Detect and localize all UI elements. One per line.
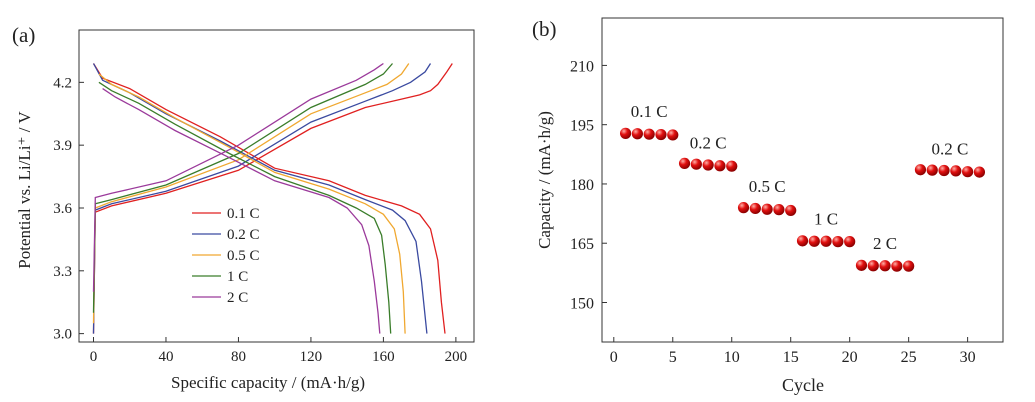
legend-label: 0.2 C [227, 227, 260, 243]
y-tick-label: 165 [570, 236, 594, 253]
x-tick-label: 5 [669, 349, 677, 366]
x-tick-label: 40 [158, 349, 173, 365]
panel-b-points [619, 127, 986, 272]
panel-a-axes [78, 29, 475, 343]
data-point [867, 260, 879, 272]
data-point [950, 165, 962, 177]
data-point [926, 164, 938, 176]
x-tick-label: 160 [372, 349, 395, 365]
panel-b-annotations: 0.1 C 0.2 C 0.5 C 1 C 2 C 0.2 C [631, 102, 969, 253]
legend-label: 1 C [227, 269, 248, 285]
panel-a-series [92, 62, 453, 334]
data-point [714, 160, 726, 172]
y-tick-label: 150 [570, 295, 594, 312]
data-point [737, 202, 750, 214]
series-line-discharge [98, 81, 392, 334]
series-line-charge [92, 62, 384, 292]
rate-annotation: 0.5 C [749, 177, 786, 196]
x-tick-label: 30 [960, 349, 976, 366]
y-tick-label: 3.6 [53, 201, 72, 217]
x-tick-label: 15 [783, 349, 799, 366]
x-tick-label: 25 [901, 349, 917, 366]
panel-b-ticks: 0 5 10 15 20 25 30 150 165 180 195 210 [570, 58, 976, 366]
y-tick-label: 210 [570, 58, 594, 75]
data-point [820, 235, 832, 247]
data-point [667, 129, 679, 141]
data-point [891, 260, 903, 272]
data-point [832, 236, 844, 248]
series-line-discharge [102, 88, 381, 334]
x-tick-label: 0 [610, 349, 618, 366]
data-point [973, 166, 986, 178]
data-point [619, 127, 632, 139]
legend-label: 0.5 C [227, 248, 260, 264]
rate-annotation: 0.1 C [631, 102, 668, 121]
panel-b-axes [601, 17, 1004, 343]
x-tick-label: 0 [90, 349, 98, 365]
panel-a-legend: 0.1 C 0.2 C 0.5 C 1 C 2 C [192, 206, 260, 306]
y-tick-label: 3.3 [53, 264, 72, 280]
data-point [914, 164, 927, 176]
y-tick-label: 3.0 [53, 327, 72, 343]
x-tick-label: 200 [445, 349, 468, 365]
x-tick-label: 120 [300, 349, 323, 365]
panel-a-xlabel: Specific capacity / (mA·h/g) [171, 373, 365, 392]
data-point [808, 235, 820, 247]
data-point [962, 166, 974, 178]
series-line-charge [92, 63, 410, 324]
data-point [655, 128, 667, 141]
y-tick-label: 180 [570, 177, 594, 194]
legend-label: 2 C [227, 290, 248, 306]
data-point [631, 128, 643, 140]
y-tick-label: 4.2 [53, 75, 72, 91]
panel-a-plot-frame [78, 29, 475, 343]
rate-annotation: 0.2 C [690, 133, 727, 152]
rate-annotation: 2 C [873, 234, 897, 253]
series-line-charge [92, 63, 393, 313]
data-point [726, 160, 738, 172]
data-point [879, 260, 891, 272]
panel-a-label: (a) [12, 23, 35, 47]
y-tick-label: 195 [570, 118, 594, 135]
rate-annotation: 0.2 C [932, 139, 969, 158]
panel-a-ylabel: Potential vs. Li/Li⁺ / V [15, 111, 34, 269]
panel-b-plot-frame [601, 17, 1004, 343]
panel-a-ticks: 0 40 80 120 160 200 3.0 3.3 3.6 3.9 4.2 [53, 75, 467, 365]
panel-b-ylabel: Capacity / (mA·h/g) [535, 111, 554, 249]
series-line-discharge [98, 73, 406, 334]
x-tick-label: 80 [231, 349, 246, 365]
panel-b: (b) 0 5 10 15 20 25 30 150 165 180 195 210 0.1 C 0.2… [532, 17, 1004, 395]
series-line-charge [92, 63, 432, 334]
data-point [643, 128, 655, 140]
data-point [678, 157, 691, 170]
panel-b-xlabel: Cycle [782, 375, 824, 395]
legend-label: 0.1 C [227, 206, 260, 222]
data-point [938, 164, 950, 177]
data-point [702, 159, 714, 171]
data-point [690, 158, 702, 170]
series-line-discharge [92, 63, 446, 334]
x-tick-label: 10 [724, 349, 740, 366]
y-tick-label: 3.9 [53, 138, 72, 154]
data-point [796, 235, 809, 247]
data-point [761, 203, 773, 215]
rate-annotation: 1 C [814, 209, 838, 228]
data-point [749, 202, 761, 215]
data-point [773, 204, 785, 216]
x-tick-label: 20 [842, 349, 858, 366]
data-point [844, 236, 856, 248]
series-line-charge [92, 63, 453, 334]
data-point [785, 204, 797, 217]
data-point [903, 260, 915, 272]
data-point [855, 259, 868, 271]
panel-b-label: (b) [532, 17, 557, 41]
